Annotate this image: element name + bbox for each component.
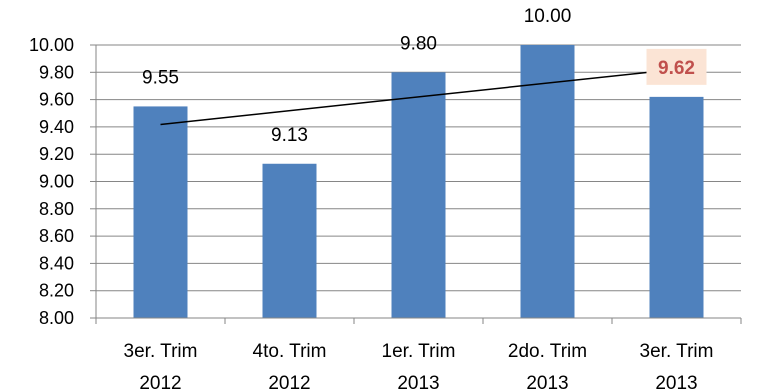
y-tick-label: 9.60 xyxy=(39,90,74,110)
data-label: 10.00 xyxy=(524,6,572,27)
y-tick-label: 10.00 xyxy=(29,35,74,55)
x-tick-label: 2do. Trim 2013 xyxy=(508,341,587,390)
y-tick-label: 8.00 xyxy=(39,308,74,328)
bar xyxy=(262,163,317,318)
y-tick-label: 8.40 xyxy=(39,253,74,273)
y-tick-label: 9.00 xyxy=(39,172,74,192)
bar xyxy=(391,72,446,318)
y-tick-label: 9.20 xyxy=(39,144,74,164)
bar xyxy=(520,45,575,318)
y-tick-label: 8.80 xyxy=(39,199,74,219)
y-tick-label: 9.40 xyxy=(39,117,74,137)
data-label: 9.80 xyxy=(400,33,437,54)
data-label: 9.62 xyxy=(658,58,695,79)
axes: 8.00 8.20 8.40 8.60 8.80 9.00 9.20 9.40 9.60 9.80… xyxy=(29,35,742,390)
data-label-highlight xyxy=(646,48,707,85)
data-label: 9.55 xyxy=(142,67,179,88)
data-labels: 9.55 9.13 9.80 10.00 9.62 xyxy=(142,6,707,146)
trendline-line xyxy=(160,68,677,126)
bars xyxy=(133,45,704,319)
y-tick-label: 8.20 xyxy=(39,281,74,301)
data-label: 9.13 xyxy=(271,125,308,146)
x-tick-label: 3er. Trim 2013 xyxy=(640,341,714,390)
y-tick-label: 8.60 xyxy=(39,226,74,246)
bar xyxy=(649,96,704,319)
x-tick-label: 3er. Trim 2012 xyxy=(124,341,198,390)
x-tick-label: 1er. Trim 2013 xyxy=(382,341,456,390)
y-tick-label: 9.80 xyxy=(39,62,74,82)
x-tick-label: 4to. Trim 2012 xyxy=(253,341,327,390)
bar xyxy=(133,106,188,318)
trendline xyxy=(160,68,677,126)
